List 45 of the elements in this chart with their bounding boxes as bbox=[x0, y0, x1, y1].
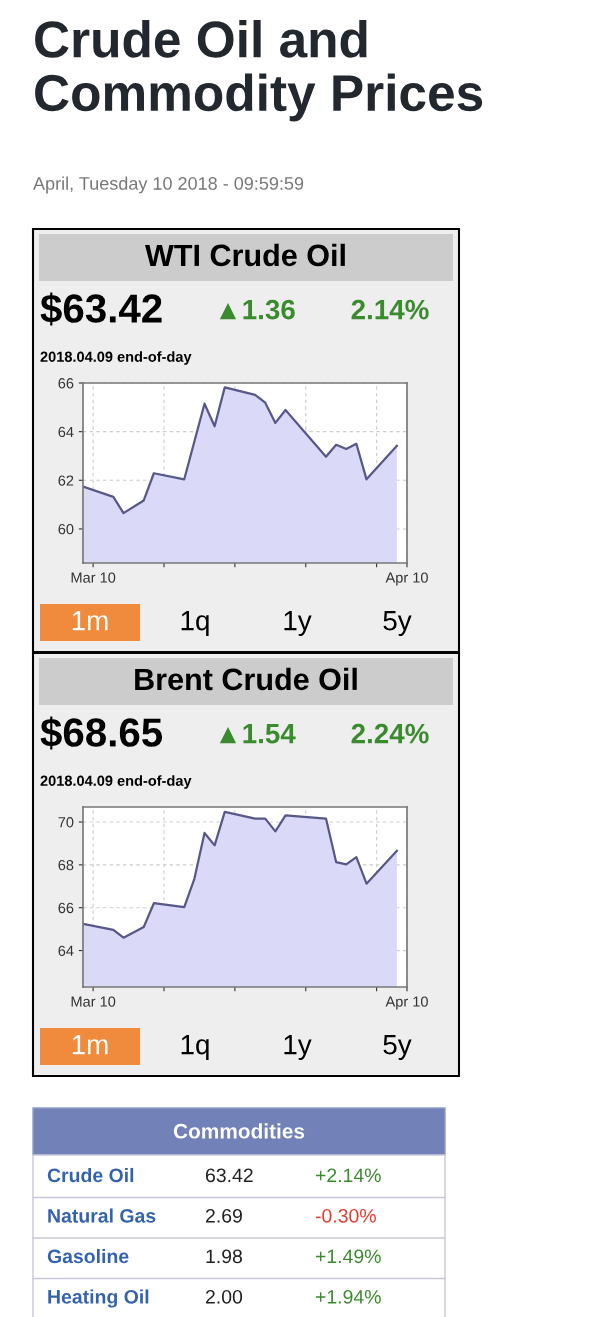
x-tick-label: Mar 10 bbox=[71, 572, 116, 583]
text: April, Tuesday 10 2018 - 09:59:59 bbox=[33, 176, 304, 194]
data-label: -0.30% bbox=[315, 1208, 376, 1223]
text: Crude Oil and Commodity Prices bbox=[35, 20, 483, 122]
text: 5y bbox=[383, 1035, 412, 1060]
text: 1m bbox=[72, 611, 108, 631]
chart-title: Brent Crude Oil bbox=[135, 667, 357, 691]
text: 1m bbox=[72, 1035, 108, 1055]
data-label: +1.49% bbox=[315, 1249, 381, 1264]
text: ▲1.36 bbox=[219, 299, 295, 320]
category-label: Heating Oil bbox=[48, 1289, 149, 1308]
data-label: +1.94% bbox=[315, 1289, 381, 1304]
category-label: Natural Gas bbox=[48, 1208, 156, 1223]
data-label: +2.14% bbox=[315, 1168, 381, 1183]
y-tick-label: 64 bbox=[58, 945, 74, 956]
x-tick-label: Apr 10 bbox=[385, 572, 428, 586]
y-tick-label: 66 bbox=[58, 902, 74, 914]
data-label: 2.00 bbox=[205, 1289, 243, 1304]
text: 2.14% bbox=[351, 299, 429, 320]
category-label: Gasoline bbox=[47, 1248, 129, 1264]
y-tick-label: 66 bbox=[58, 378, 74, 389]
text: Commodities bbox=[173, 1123, 305, 1139]
y-tick-label: 68 bbox=[58, 859, 74, 871]
text: $68.65 bbox=[40, 716, 163, 750]
category-label: Crude Oil bbox=[47, 1167, 134, 1183]
x-tick-label: Apr 10 bbox=[385, 996, 428, 1010]
y-tick-label: 60 bbox=[58, 524, 74, 535]
data-label: 63.42 bbox=[205, 1168, 253, 1183]
y-tick-label: 70 bbox=[58, 817, 74, 828]
text: 5y bbox=[383, 611, 412, 636]
text: 1q bbox=[181, 611, 209, 636]
text: ▲1.54 bbox=[219, 724, 296, 744]
text: 2018.04.09 end-of-day bbox=[40, 775, 192, 789]
chart-title: WTI Crude Oil bbox=[145, 243, 345, 267]
y-tick-label: 64 bbox=[58, 426, 74, 438]
text: 1y bbox=[284, 611, 312, 636]
y-tick-label: 62 bbox=[58, 475, 74, 486]
text: $63.42 bbox=[40, 292, 162, 326]
text: 2018.04.09 end-of-day bbox=[40, 351, 192, 365]
text: 2.24% bbox=[351, 723, 429, 744]
x-tick-label: Mar 10 bbox=[71, 996, 116, 1007]
text: 1y bbox=[284, 1035, 312, 1060]
data-label: 1.98 bbox=[206, 1249, 242, 1264]
data-label: 2.69 bbox=[205, 1208, 242, 1223]
text: 1q bbox=[181, 1035, 209, 1060]
